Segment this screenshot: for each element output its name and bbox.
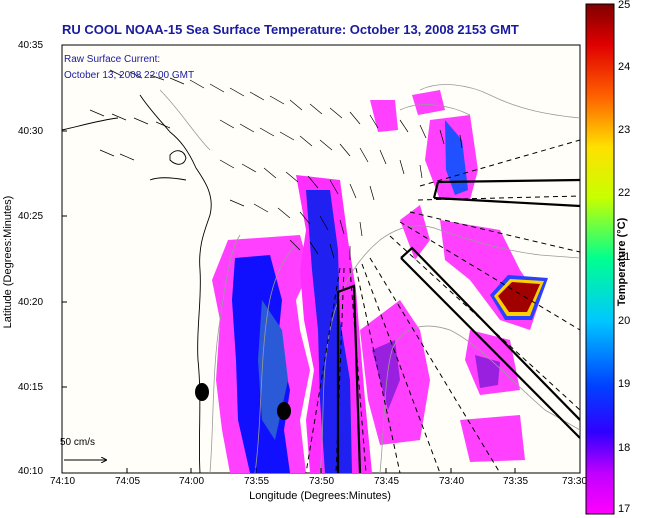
y-tick: 40:15 <box>18 382 44 393</box>
y-tick: 40:35 <box>18 40 44 51</box>
x-tick: 73:50 <box>309 476 335 487</box>
x-tick: 73:45 <box>374 476 400 487</box>
colorbar-tick: 25 <box>618 0 631 11</box>
y-tick: 40:20 <box>18 297 44 308</box>
y-tick: 40:25 <box>18 211 44 222</box>
x-tick: 74:00 <box>179 476 205 487</box>
colorbar-title: Temperature (°C) <box>616 217 628 307</box>
annotation-line2: October 13, 2008 22:00 GMT <box>64 70 195 81</box>
colorbar-tick: 23 <box>618 124 631 136</box>
x-tick: 73:55 <box>244 476 270 487</box>
y-axis-label: Latitude (Degrees:Minutes) <box>2 195 14 329</box>
colorbar-tick: 18 <box>618 442 631 454</box>
colorbar-tick: 17 <box>618 503 631 515</box>
colorbar-tick: 19 <box>618 378 631 390</box>
boundary-lines <box>336 178 580 473</box>
buoy-marker-1 <box>195 383 209 401</box>
colorbar-tick: 22 <box>618 187 631 199</box>
x-tick: 74:10 <box>50 476 76 487</box>
scale-label: 50 cm/s <box>60 437 96 448</box>
annotation-line1: Raw Surface Current: <box>64 54 161 65</box>
depth-contours <box>159 84 580 473</box>
colorbar <box>585 3 615 515</box>
colorbar-tick: 24 <box>618 61 631 73</box>
current-vectors <box>89 69 463 260</box>
buoy-marker-2 <box>277 402 291 420</box>
x-tick: 73:30 <box>562 476 588 487</box>
x-tick: 73:40 <box>439 476 465 487</box>
coastline <box>62 94 212 473</box>
x-axis-label: Longitude (Degrees:Minutes) <box>249 490 391 502</box>
x-tick: 73:35 <box>503 476 529 487</box>
y-tick: 40:10 <box>18 466 44 477</box>
colorbar-tick: 21 <box>618 251 631 263</box>
colorbar-tick: 20 <box>618 315 631 327</box>
y-tick: 40:30 <box>18 126 44 137</box>
x-tick: 74:05 <box>115 476 141 487</box>
axis-tick-marks <box>61 44 516 473</box>
map-title: RU COOL NOAA-15 Sea Surface Temperature:… <box>62 22 519 37</box>
